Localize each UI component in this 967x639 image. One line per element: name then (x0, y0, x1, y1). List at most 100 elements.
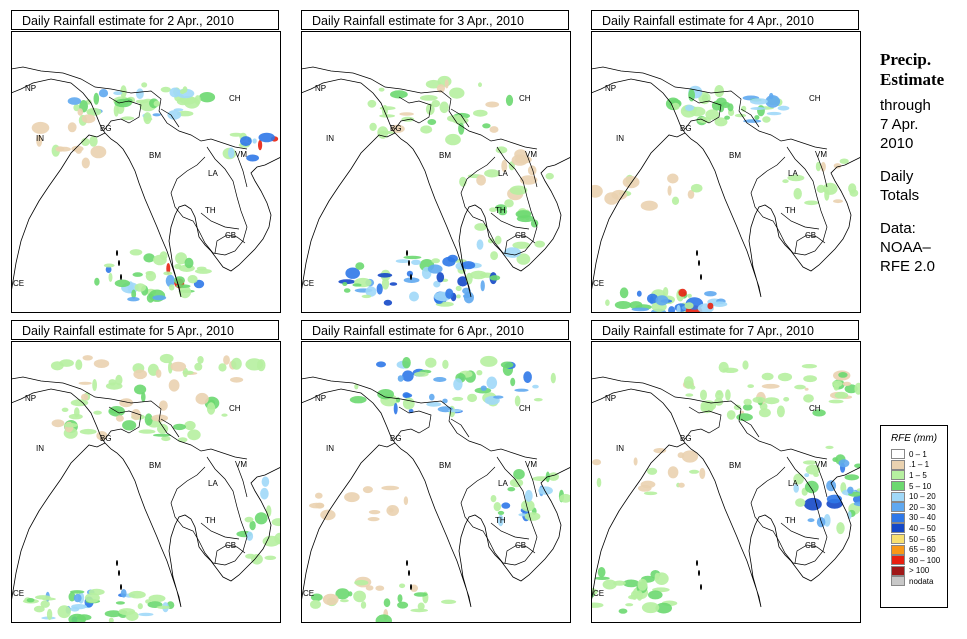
island (408, 260, 410, 266)
country-label-in: IN (616, 134, 624, 143)
legend-swatch (891, 470, 905, 481)
legend-item: 40 – 50 (891, 523, 947, 534)
country-label-bg: BG (680, 124, 692, 133)
country-label-th: TH (495, 206, 506, 215)
legend-label: 50 – 65 (909, 534, 936, 544)
country-label-ce: CE (593, 589, 604, 598)
country-label-np: NP (605, 394, 616, 403)
legend-item: > 100 (891, 565, 947, 577)
map-graphic: NP CH IN BG BM VM LA TH CB CE (11, 31, 281, 313)
country-label-vm: VM (235, 460, 247, 469)
caption-date-1: 7 Apr. (880, 116, 919, 133)
country-label-vm: VM (525, 460, 537, 469)
map-panel-apr5: Daily Rainfall estimate for 5 Apr., 2010… (11, 320, 281, 623)
island (698, 570, 700, 576)
legend-label: 20 – 30 (909, 502, 936, 512)
coastline (591, 78, 861, 298)
country-label-la: LA (208, 169, 218, 178)
country-label-ch: CH (519, 404, 531, 413)
legend-swatch (891, 502, 905, 513)
country-label-la: LA (788, 479, 798, 488)
coastline (11, 78, 281, 298)
island (408, 570, 410, 576)
country-label-np: NP (605, 84, 616, 93)
country-label-cb: CB (515, 541, 526, 550)
map-frame (11, 31, 281, 313)
coastline (301, 388, 571, 608)
rainfall-map: NP CH IN BG BM VM LA TH CB CE (591, 31, 861, 313)
country-label-bm: BM (149, 151, 161, 160)
country-label-ch: CH (519, 94, 531, 103)
legend-swatch (891, 523, 905, 534)
legend-swatch (891, 565, 905, 576)
island (120, 274, 122, 280)
legend-item: 80 – 100 (891, 555, 947, 566)
legend-swatch (891, 534, 905, 545)
legend-label: 1 – 5 (909, 470, 927, 480)
island (116, 250, 118, 256)
legend-item: 10 – 20 (891, 491, 947, 502)
legend-swatch (891, 491, 905, 502)
country-label-cb: CB (225, 231, 236, 240)
map-graphic: NP CH IN BG BM VM LA TH CB CE (11, 341, 281, 623)
island (406, 560, 408, 566)
caption-data: Data: (880, 220, 916, 237)
country-label-ch: CH (229, 94, 241, 103)
island (696, 560, 698, 566)
country-label-cb: CB (225, 541, 236, 550)
legend-swatch (891, 576, 905, 587)
country-label-bm: BM (729, 151, 741, 160)
island (700, 274, 702, 280)
legend-label: nodata (909, 576, 934, 586)
island (696, 250, 698, 256)
legend-item: 0 – 1 (891, 449, 947, 460)
rainfall-overlay (31, 82, 279, 303)
legend-swatch (891, 481, 905, 492)
country-label-vm: VM (815, 150, 827, 159)
island (410, 584, 412, 590)
country-label-ce: CE (593, 279, 604, 288)
island (698, 260, 700, 266)
country-borders (591, 376, 828, 566)
legend-label: 0 – 1 (909, 449, 927, 459)
island (116, 560, 118, 566)
country-label-bm: BM (729, 461, 741, 470)
country-label-bg: BG (100, 434, 112, 443)
country-label-la: LA (498, 479, 508, 488)
country-label-np: NP (315, 84, 326, 93)
country-label-bg: BG (390, 124, 402, 133)
map-frame (11, 341, 281, 623)
country-label-cb: CB (805, 541, 816, 550)
country-label-th: TH (205, 516, 216, 525)
country-label-bm: BM (439, 151, 451, 160)
coastline (11, 388, 281, 608)
island (410, 274, 412, 280)
map-panel-apr2: Daily Rainfall estimate for 2 Apr., 2010… (11, 10, 281, 313)
country-label-in: IN (616, 444, 624, 453)
legend-item: 1 – 5 (891, 470, 947, 481)
country-label-la: LA (208, 479, 218, 488)
map-panel-apr4: Daily Rainfall estimate for 4 Apr., 2010… (591, 10, 861, 313)
rainfall-map: NP CH IN BG BM VM LA TH CB CE (301, 341, 571, 623)
rainfall-map: NP CH IN BG BM VM LA TH CB CE (591, 341, 861, 623)
rainfall-map: NP CH IN BG BM VM LA TH CB CE (301, 31, 571, 313)
country-label-bg: BG (680, 434, 692, 443)
rainfall-map: NP CH IN BG BM VM LA TH CB CE (11, 341, 281, 623)
legend-label: 80 – 100 (909, 555, 941, 565)
country-label-la: LA (788, 169, 798, 178)
country-borders (301, 66, 538, 256)
country-label-th: TH (785, 206, 796, 215)
caption-totals: Totals (880, 187, 920, 204)
island (118, 260, 120, 266)
country-label-cb: CB (515, 231, 526, 240)
country-label-in: IN (326, 444, 334, 453)
panel-title: Daily Rainfall estimate for 2 Apr., 2010 (11, 10, 279, 30)
panel-title: Daily Rainfall estimate for 7 Apr., 2010 (591, 320, 859, 340)
country-label-ch: CH (809, 404, 821, 413)
country-label-ce: CE (13, 279, 24, 288)
island (700, 584, 702, 590)
country-label-bg: BG (390, 434, 402, 443)
country-label-ch: CH (809, 94, 821, 103)
side-caption: Precip. Estimate through 7 Apr. 2010 Dai… (880, 50, 965, 276)
legend-swatch (891, 459, 905, 470)
